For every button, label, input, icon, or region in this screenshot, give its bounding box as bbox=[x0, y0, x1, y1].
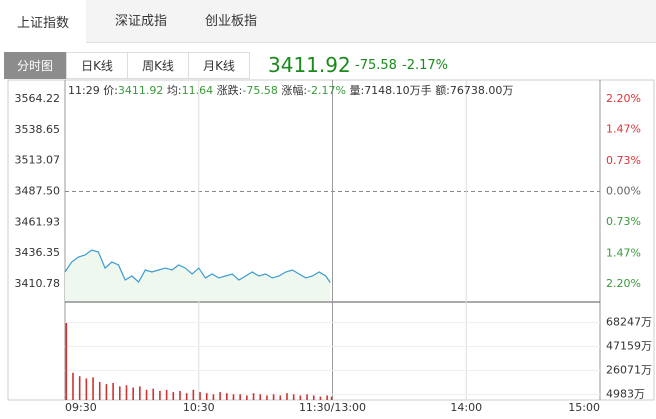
info-value: -2.17% bbox=[307, 84, 346, 97]
x-tick-label: 09:30 bbox=[65, 401, 97, 414]
info-label: 额: bbox=[435, 84, 450, 97]
period-tab[interactable]: 月K线 bbox=[188, 52, 250, 79]
volume-bar bbox=[252, 393, 255, 400]
volume-bar bbox=[279, 395, 282, 400]
volume-bar bbox=[330, 396, 333, 400]
period-tab[interactable]: 分时图 bbox=[4, 52, 66, 79]
x-tick-label: 11:30/13:00 bbox=[299, 401, 366, 414]
index-tabs: 上证指数 深证成指 创业板指 bbox=[0, 0, 656, 43]
volume-bar bbox=[239, 394, 241, 400]
info-label: 均: bbox=[166, 84, 182, 97]
volume-bar bbox=[185, 393, 188, 400]
volume-bar bbox=[65, 322, 68, 400]
info-time: 11:29 bbox=[68, 84, 100, 97]
info-value: 11.64 bbox=[181, 84, 214, 97]
quote-change: -75.58 bbox=[355, 58, 397, 73]
info-value: 76738.00万 bbox=[449, 84, 514, 97]
volume-bar bbox=[272, 394, 275, 400]
volume-bar bbox=[132, 387, 134, 400]
info-line: 11:29 价:3411.92 均:11.64 涨跌:-75.58 涨幅:-2.… bbox=[68, 82, 513, 98]
volume-bar bbox=[286, 393, 288, 400]
info-label: 价: bbox=[103, 84, 118, 97]
x-tick-label: 14:00 bbox=[450, 401, 482, 414]
volume-bar bbox=[299, 395, 302, 400]
y-tick-label: 3513.07 bbox=[15, 154, 61, 167]
volume-bar bbox=[326, 395, 328, 400]
y-tick-label: 47159万 bbox=[606, 340, 652, 353]
y2-tick-label: 0.00% bbox=[606, 184, 641, 197]
y-tick-label: 3538.65 bbox=[15, 123, 61, 136]
volume-bar bbox=[259, 394, 262, 400]
volume-bar bbox=[72, 372, 74, 400]
y-tick-label: 3436.35 bbox=[15, 246, 61, 259]
y-tick-label: 3410.78 bbox=[15, 277, 61, 290]
tab[interactable]: 创业板指 bbox=[204, 14, 257, 29]
y-tick-label: 4983万 bbox=[606, 387, 645, 400]
y2-tick-label: 0.73% bbox=[606, 215, 641, 228]
volume-bar bbox=[98, 381, 101, 400]
period-tab[interactable]: 周K线 bbox=[127, 52, 189, 79]
y2-tick-label: 2.20% bbox=[606, 277, 641, 290]
volume-bar bbox=[172, 392, 175, 400]
volume-bar bbox=[219, 392, 221, 400]
volume-bar bbox=[306, 394, 308, 400]
info-value: 7148.10万手 bbox=[364, 84, 432, 97]
volume-bar bbox=[85, 378, 88, 400]
x-tick-label: 10:30 bbox=[183, 401, 215, 414]
info-label: 涨跌: bbox=[216, 84, 243, 97]
y-tick-label: 3461.93 bbox=[15, 215, 61, 228]
volume-bar bbox=[226, 393, 228, 400]
y-tick-label: 3487.50 bbox=[15, 184, 61, 197]
y2-tick-label: 0.73% bbox=[606, 154, 641, 167]
tab[interactable]: 深证成指 bbox=[114, 14, 167, 29]
info-value: -75.58 bbox=[242, 84, 278, 97]
volume-bar bbox=[199, 392, 201, 400]
volume-bar bbox=[112, 383, 114, 400]
quote-price: 3411.92 bbox=[268, 53, 351, 77]
volume-bar bbox=[125, 385, 128, 400]
info-value: 3411.92 bbox=[117, 84, 164, 97]
y-tick-label: 26071万 bbox=[606, 363, 652, 376]
volume-bar bbox=[246, 395, 248, 400]
volume-bar bbox=[192, 389, 195, 400]
volume-bar bbox=[212, 394, 215, 400]
quote-percent: -2.17% bbox=[402, 58, 448, 73]
y-tick-label: 3564.22 bbox=[15, 92, 61, 105]
tab[interactable]: 上证指数 bbox=[0, 0, 86, 43]
volume-bar bbox=[292, 394, 295, 400]
y-tick-label: 68247万 bbox=[606, 316, 652, 329]
y2-tick-label: 2.20% bbox=[606, 92, 641, 105]
y2-tick-label: 1.47% bbox=[606, 246, 641, 259]
chart-frame bbox=[7, 79, 655, 401]
volume-bar bbox=[312, 395, 315, 400]
price-line bbox=[64, 249, 331, 283]
volume-bar bbox=[159, 390, 161, 400]
volume-bar bbox=[165, 389, 168, 400]
volume-bar bbox=[152, 388, 155, 400]
volume-bar bbox=[139, 386, 141, 400]
price-area bbox=[65, 250, 331, 301]
volume-bar bbox=[119, 386, 121, 400]
volume-bar bbox=[205, 393, 208, 400]
volume-bar bbox=[145, 389, 148, 400]
info-label: 量: bbox=[349, 84, 365, 97]
volume-bar bbox=[266, 395, 268, 400]
volume-bar bbox=[105, 384, 108, 400]
info-label: 涨幅: bbox=[281, 84, 308, 97]
volume-bar bbox=[232, 394, 235, 400]
volume-bar bbox=[319, 396, 322, 400]
volume-bar bbox=[179, 390, 181, 400]
volume-bar bbox=[92, 377, 94, 400]
period-tab[interactable]: 日K线 bbox=[66, 52, 128, 79]
x-tick-label: 15:00 bbox=[568, 401, 600, 414]
volume-bar bbox=[78, 376, 81, 400]
y2-tick-label: 1.47% bbox=[606, 123, 641, 136]
